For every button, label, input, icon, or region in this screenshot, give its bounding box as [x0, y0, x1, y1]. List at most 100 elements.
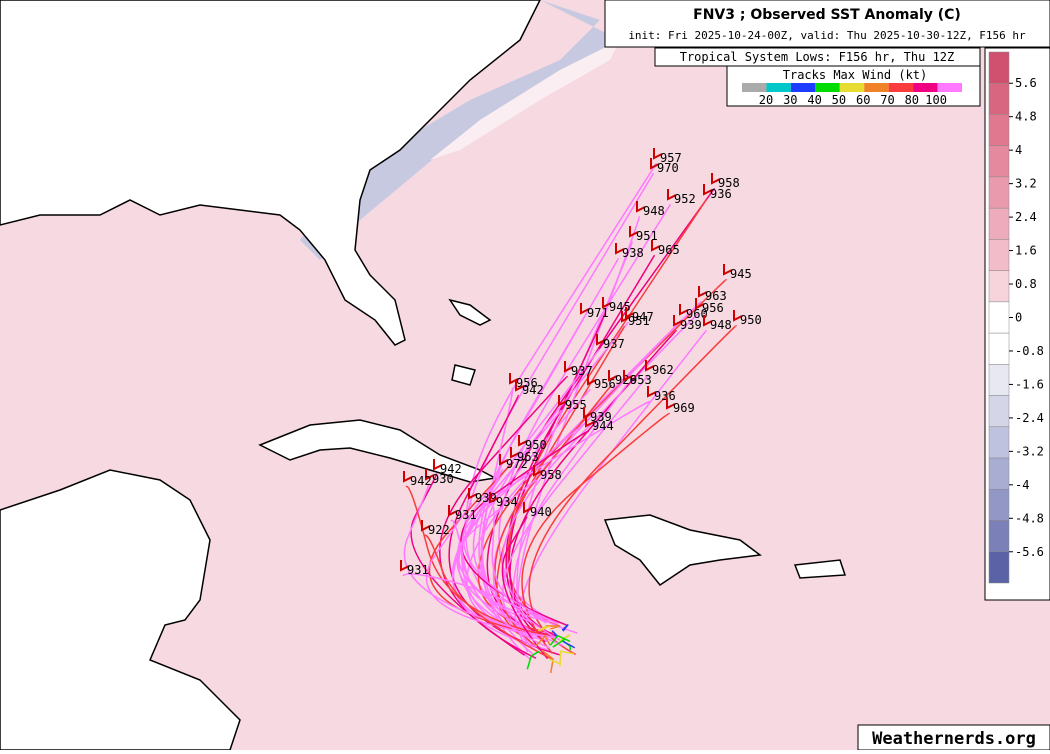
low-barb	[518, 435, 528, 447]
low-barb	[558, 395, 568, 407]
track	[537, 625, 550, 632]
pressure-label: 963	[705, 289, 727, 303]
colorbar-segment	[988, 176, 1010, 209]
pressure-label: 936	[710, 187, 732, 201]
pressure-label: 952	[674, 192, 696, 206]
cool-anomaly	[300, 0, 620, 260]
pressure-label: 960	[686, 307, 708, 321]
watermark: Weathernerds.org	[872, 729, 1036, 749]
pressure-label: 942	[522, 383, 544, 397]
track	[512, 384, 627, 653]
pressure-label: 948	[710, 318, 732, 332]
pressure-label: 958	[718, 176, 740, 190]
low-barb	[489, 492, 499, 504]
low-barb	[468, 488, 478, 500]
pressure-label: 948	[643, 204, 665, 218]
track	[501, 516, 549, 660]
wind-swatch	[742, 83, 767, 92]
wind-label: 40	[807, 93, 821, 107]
colorbar-segment	[988, 489, 1010, 521]
low-barb	[585, 416, 595, 428]
low-barb	[448, 505, 458, 517]
pressure-label: 953	[630, 373, 652, 387]
hispaniola	[603, 514, 762, 587]
colorbar-segment	[988, 520, 1010, 553]
wind-label: 60	[856, 93, 870, 107]
wind-swatch	[913, 83, 938, 92]
pressure-label: 951	[636, 229, 658, 243]
low-barb	[425, 469, 435, 481]
wind-swatch	[864, 83, 889, 92]
pressure-label: 936	[654, 389, 676, 403]
low-barb	[499, 454, 509, 466]
pressure-label: 945	[730, 267, 752, 281]
central-america	[0, 469, 241, 751]
track	[458, 421, 587, 635]
pressure-label: 931	[407, 563, 429, 577]
colorbar-segment	[988, 395, 1010, 428]
low-barb	[615, 243, 625, 255]
track	[491, 506, 561, 641]
track	[403, 483, 532, 633]
low-barb	[621, 311, 631, 323]
pressure-label: 950	[525, 438, 547, 452]
pressure-label: 939	[475, 491, 497, 505]
colorbar-label: 0	[1015, 311, 1022, 325]
colorbar-label: 1.6	[1015, 244, 1037, 258]
wind-label: 30	[783, 93, 797, 107]
low-barb	[703, 315, 713, 327]
pressure-label: 956	[702, 301, 724, 315]
bahamas	[448, 298, 492, 326]
low-barb	[653, 148, 663, 160]
low-barb	[533, 465, 543, 477]
colorbar-segment	[988, 207, 1010, 240]
pressure-label: 957	[660, 151, 682, 165]
low-barb	[711, 173, 721, 185]
low-barb	[421, 520, 431, 532]
wind-label: 50	[832, 93, 846, 107]
pressure-label: 944	[592, 419, 614, 433]
track	[507, 199, 707, 628]
wind-label: 80	[905, 93, 919, 107]
wind-label: 100	[925, 93, 947, 107]
track	[478, 318, 584, 656]
low-barb	[733, 310, 743, 322]
track	[559, 650, 575, 667]
track	[548, 658, 560, 665]
colorbar-label: -1.6	[1015, 377, 1044, 391]
low-barb	[629, 226, 639, 238]
low-barb	[651, 240, 661, 252]
track	[541, 649, 554, 674]
pressure-label: 969	[673, 401, 695, 415]
pressure-label: 937	[603, 337, 625, 351]
low-barb	[667, 189, 677, 201]
low-barb	[723, 264, 733, 276]
colorbar-segment	[988, 551, 1010, 584]
pressure-label: 955	[565, 398, 587, 412]
colorbar-segment	[988, 82, 1010, 115]
pressure-label: 942	[410, 474, 432, 488]
pressure-label: 970	[657, 161, 679, 175]
lows-label: Tropical System Lows: F156 hr, Thu 12Z	[680, 50, 955, 64]
pressure-label: 931	[455, 508, 477, 522]
colorbar-label: -0.8	[1015, 344, 1044, 358]
colorbar-label: -2.4	[1015, 411, 1044, 425]
low-barb	[583, 407, 593, 419]
colorbar-label: 0.8	[1015, 277, 1037, 291]
track	[509, 330, 677, 631]
bahamas	[451, 364, 476, 386]
low-barb	[645, 360, 655, 372]
pressure-label: 940	[530, 505, 552, 519]
low-barb	[673, 315, 683, 327]
pressure-label: 930	[432, 472, 454, 486]
colorbar-segment	[988, 301, 1010, 334]
low-barb	[695, 298, 705, 310]
colorbar-label: -3.2	[1015, 444, 1044, 458]
low-barb	[564, 361, 574, 373]
track	[423, 534, 554, 661]
low-barb	[602, 297, 612, 309]
track	[410, 473, 526, 656]
low-barb	[580, 303, 590, 315]
wind-legend-title: Tracks Max Wind (kt)	[783, 68, 928, 82]
pressure-label: 965	[658, 243, 680, 257]
